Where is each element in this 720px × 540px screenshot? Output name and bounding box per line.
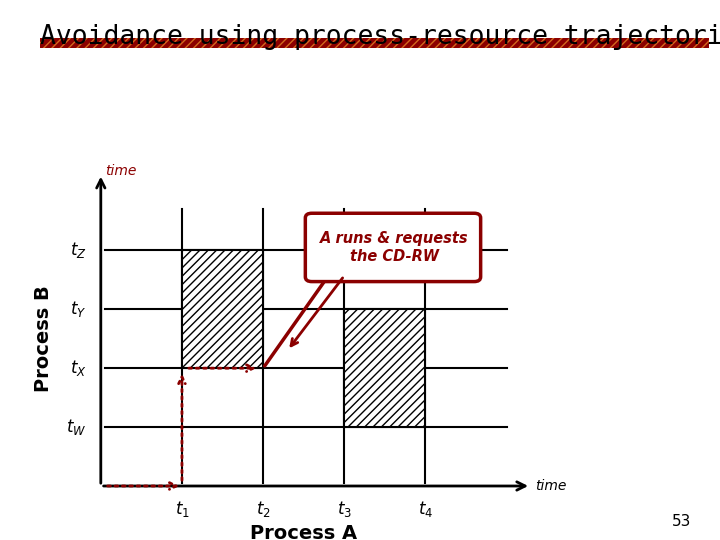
Text: time: time — [535, 479, 567, 493]
Text: Avoidance using process-resource trajectories: Avoidance using process-resource traject… — [40, 24, 720, 50]
Text: A runs & requests
the CD-RW: A runs & requests the CD-RW — [320, 231, 469, 264]
Text: time: time — [105, 164, 136, 178]
Text: $t_2$: $t_2$ — [256, 499, 271, 519]
FancyBboxPatch shape — [305, 213, 481, 281]
Text: $t_Z$: $t_Z$ — [70, 240, 86, 260]
Text: $t_3$: $t_3$ — [337, 499, 352, 519]
Text: $t_X$: $t_X$ — [70, 358, 86, 378]
Text: $t_4$: $t_4$ — [418, 499, 433, 519]
Text: Process A: Process A — [250, 524, 357, 540]
Text: $t_1$: $t_1$ — [174, 499, 189, 519]
Bar — [182, 251, 263, 368]
Text: $t_Y$: $t_Y$ — [70, 299, 86, 319]
Text: Process B: Process B — [35, 285, 53, 392]
Text: 53: 53 — [672, 514, 691, 529]
Text: $t_W$: $t_W$ — [66, 417, 86, 437]
Bar — [344, 309, 426, 427]
